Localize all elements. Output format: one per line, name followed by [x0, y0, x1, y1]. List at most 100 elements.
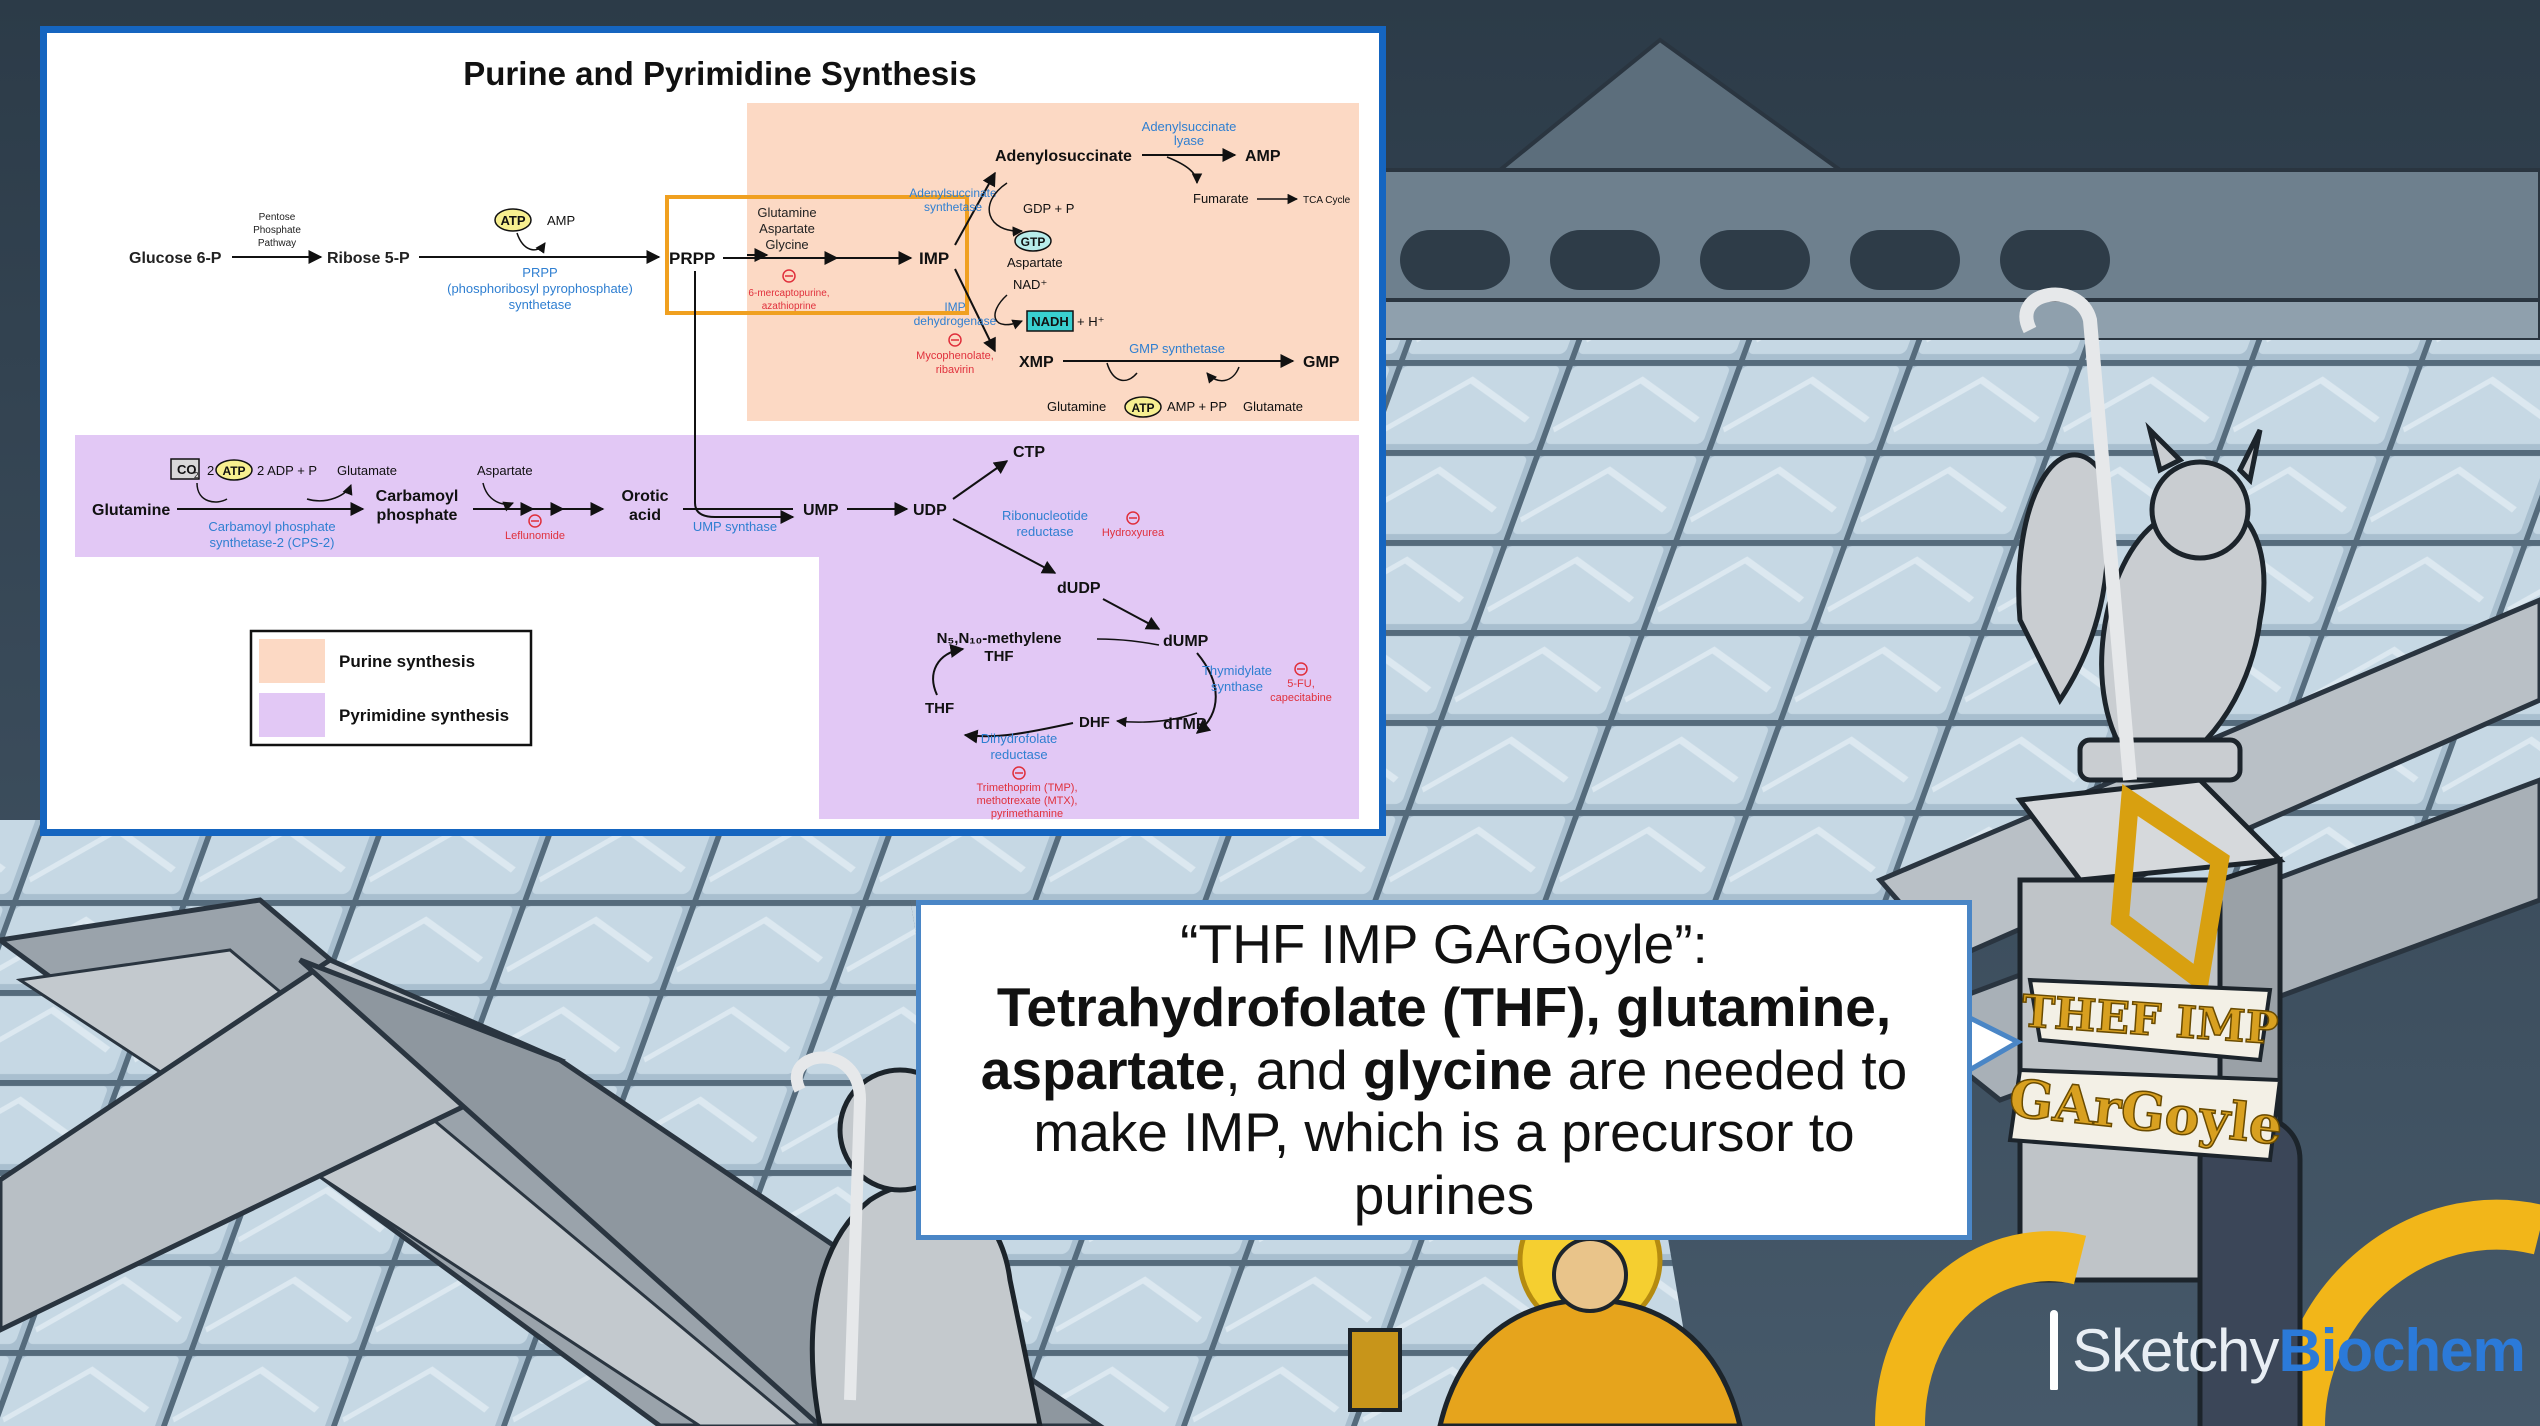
- label-glutamate: Glutamate: [1243, 399, 1303, 414]
- label-amp: AMP: [547, 213, 575, 228]
- purine-region: [747, 103, 1359, 421]
- drug-tmp-1: Trimethoprim (TMP),: [976, 782, 1077, 794]
- enzyme-gmp-synthetase: GMP synthetase: [1129, 341, 1225, 356]
- caption-bold-2: glycine: [1362, 1038, 1553, 1101]
- caption-text: “THF IMP GArGoyle”: Tetrahydrofolate (TH…: [961, 913, 1927, 1226]
- gtp-badge: [1014, 230, 1052, 252]
- node-dtmp: dTMP: [1163, 716, 1207, 733]
- arrow: [1102, 598, 1161, 630]
- drug-tmp-3: pyrimethamine: [991, 808, 1063, 820]
- node-ump: UMP: [803, 502, 839, 519]
- label-glycine: Glycine: [765, 237, 808, 252]
- enzyme-ump-synthase: UMP synthase: [693, 519, 777, 534]
- label-glutamate-2: Glutamate: [337, 463, 397, 478]
- drug-mercaptopurine-1: 6-mercaptopurine,: [748, 288, 829, 299]
- atp-badge: [1124, 396, 1162, 418]
- prpp-highlight-box: [665, 195, 969, 315]
- inhibit-icon: [1294, 662, 1308, 676]
- label-aspartate-2: Aspartate: [1007, 255, 1063, 270]
- pathway-diagram-card: Purine and Pyrimidine Synthesis Glucose …: [40, 26, 1386, 836]
- sketchy-logo-icon: [2050, 1310, 2058, 1390]
- sketchy-logo: SketchyBiochem: [2050, 1300, 2526, 1400]
- label-gdp-pi: GDP + P: [1023, 201, 1074, 216]
- arrow: [952, 518, 1057, 574]
- co2-badge: [170, 458, 200, 480]
- label-adp-pi: 2 ADP + P: [257, 463, 317, 478]
- label-two: 2: [207, 463, 214, 478]
- node-dudp: dUDP: [1057, 580, 1101, 597]
- node-methylene-thf-1: N₅,N₁₀-methylene: [937, 630, 1062, 647]
- atp-badge: [215, 459, 253, 481]
- label-aspartate: Aspartate: [759, 221, 815, 236]
- legend-swatch-pyrimidine: [259, 693, 325, 737]
- label-glutamine: Glutamine: [757, 205, 816, 220]
- label-tca-cycle: TCA Cycle: [1303, 195, 1351, 206]
- arrow: [694, 271, 795, 524]
- pyrimidine-region: [75, 435, 1359, 819]
- label-ppp-2: Phosphate: [253, 225, 301, 236]
- enzyme-ts-1: Thymidylate: [1202, 663, 1272, 678]
- legend-purine-label: Purine synthesis: [339, 652, 475, 671]
- node-amp: AMP: [1245, 148, 1281, 165]
- drug-tmp-2: methotrexate (MTX),: [977, 795, 1078, 807]
- node-imp: IMP: [919, 249, 949, 268]
- enzyme-rnr-1: Ribonucleotide: [1002, 508, 1088, 523]
- inhibit-icon: [1126, 511, 1140, 525]
- enzyme-prpp-1: PRPP: [522, 265, 557, 280]
- label-aspartate-3: Aspartate: [477, 463, 533, 478]
- logo-text: SketchyBiochem: [2072, 1316, 2526, 1385]
- label-co2-sub: 2: [194, 471, 199, 480]
- enzyme-prpp-2: (phosphoribosyl pyrophosphate): [447, 281, 633, 296]
- drug-mercaptopurine-2: azathioprine: [762, 301, 817, 312]
- enzyme-adss-1: Adenylsuccinate: [909, 186, 997, 200]
- node-prpp: PRPP: [669, 249, 715, 268]
- node-carbamoyl-2: phosphate: [377, 507, 458, 524]
- enzyme-ts-2: synthase: [1211, 679, 1263, 694]
- node-methylene-thf-2: THF: [984, 648, 1013, 665]
- caption-text-2: are needed to make IMP, which is a precu…: [1033, 1038, 1908, 1227]
- node-dump: dUMP: [1163, 633, 1209, 650]
- arrow: [1195, 652, 1217, 734]
- enzyme-dhfr-2: reductase: [990, 747, 1047, 762]
- drug-5fu-2: capecitabine: [1270, 692, 1332, 704]
- label-glutamine-2: Glutamine: [1047, 399, 1106, 414]
- node-dhf: DHF: [1079, 714, 1110, 731]
- caption-text-1: , and: [1225, 1038, 1363, 1101]
- caption-bold-1: Tetrahydrofolate (THF), glutamine, aspar…: [980, 975, 1892, 1101]
- node-glutamine: Glutamine: [92, 502, 170, 519]
- node-xmp: XMP: [1019, 354, 1054, 371]
- caption-quote: “THF IMP GArGoyle”:: [1180, 913, 1708, 976]
- node-orotic-1: Orotic: [621, 488, 668, 505]
- atp-badge: [494, 208, 532, 232]
- drug-mycophenolate-2: ribavirin: [936, 364, 975, 376]
- enzyme-prpp-3: synthetase: [509, 297, 572, 312]
- label-h-plus: + H⁺: [1077, 314, 1104, 329]
- nadh-badge: [1026, 310, 1074, 332]
- drug-mycophenolate-1: Mycophenolate,: [916, 350, 994, 362]
- enzyme-cps-1: Carbamoyl phosphate: [208, 519, 335, 534]
- label-atp-3: ATP: [222, 464, 245, 478]
- label-nadh: NADH: [1031, 314, 1069, 329]
- drug-5fu-1: 5-FU,: [1287, 678, 1315, 690]
- label-ppp-1: Pentose: [259, 212, 296, 223]
- logo-part-1: Sketchy: [2072, 1316, 2279, 1384]
- gargoyle-banner: THEF IMP GArGoyle: [2005, 977, 2286, 1163]
- label-amp-ppi: AMP + PP: [1167, 399, 1227, 414]
- caption-box: “THF IMP GArGoyle”: Tetrahydrofolate (TH…: [916, 900, 1972, 1240]
- drug-leflunomide: Leflunomide: [505, 530, 565, 542]
- enzyme-adsl-1: Adenylsuccinate: [1142, 119, 1237, 134]
- label-co2: CO: [177, 462, 197, 477]
- logo-part-2: Biochem: [2278, 1316, 2525, 1384]
- node-fumarate: Fumarate: [1193, 191, 1249, 206]
- node-orotic-2: acid: [629, 507, 661, 524]
- enzyme-impdh-1: IMP: [944, 300, 965, 314]
- enzyme-adsl-2: lyase: [1174, 133, 1204, 148]
- diagram-title: Purine and Pyrimidine Synthesis: [463, 55, 976, 92]
- node-gmp: GMP: [1303, 354, 1340, 371]
- inhibit-icon: [782, 269, 796, 283]
- node-udp: UDP: [913, 502, 947, 519]
- pathway-diagram: Purine and Pyrimidine Synthesis Glucose …: [75, 55, 1359, 820]
- enzyme-adss-2: synthetase: [924, 200, 982, 214]
- arrow: [954, 171, 996, 246]
- arrow: [963, 722, 1074, 744]
